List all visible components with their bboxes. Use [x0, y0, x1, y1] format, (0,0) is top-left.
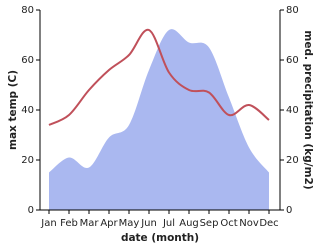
- y-axis-label: max temp (C): [7, 70, 19, 150]
- x-axis-label: date (month): [121, 232, 199, 244]
- y-tick-label: 40: [21, 105, 34, 116]
- y2-tick-label: 60: [286, 55, 299, 66]
- x-tick-label: Sep: [200, 218, 219, 229]
- y2-axis-label: med. precipitation (kg/m2): [302, 30, 314, 189]
- temp-line: [48, 28, 270, 126]
- precipitation-area: [49, 29, 269, 210]
- y2-tick-label: 20: [286, 155, 299, 166]
- y-tick-label: 0: [28, 205, 34, 216]
- x-tick-label: Aug: [179, 218, 199, 229]
- y2-tick-label: 0: [286, 205, 292, 216]
- x-tick-label: Apr: [100, 218, 118, 229]
- x-tick-label: Dec: [259, 218, 278, 229]
- x-tick-label: Jan: [40, 218, 56, 229]
- x-tick-label: Jun: [140, 218, 157, 229]
- x-tick-label: Nov: [239, 218, 259, 229]
- x-tick-label: Feb: [60, 218, 78, 229]
- x-tick-label: Mar: [80, 218, 100, 229]
- x-tick-label: Oct: [220, 218, 237, 229]
- y-tick-label: 80: [21, 5, 34, 16]
- x-tick-label: Jul: [162, 218, 175, 229]
- x-tick-label: May: [119, 218, 140, 229]
- y-tick-label: 20: [21, 155, 34, 166]
- y2-tick-label: 80: [286, 5, 299, 16]
- y2-tick-label: 40: [286, 105, 299, 116]
- y-tick-label: 60: [21, 55, 34, 66]
